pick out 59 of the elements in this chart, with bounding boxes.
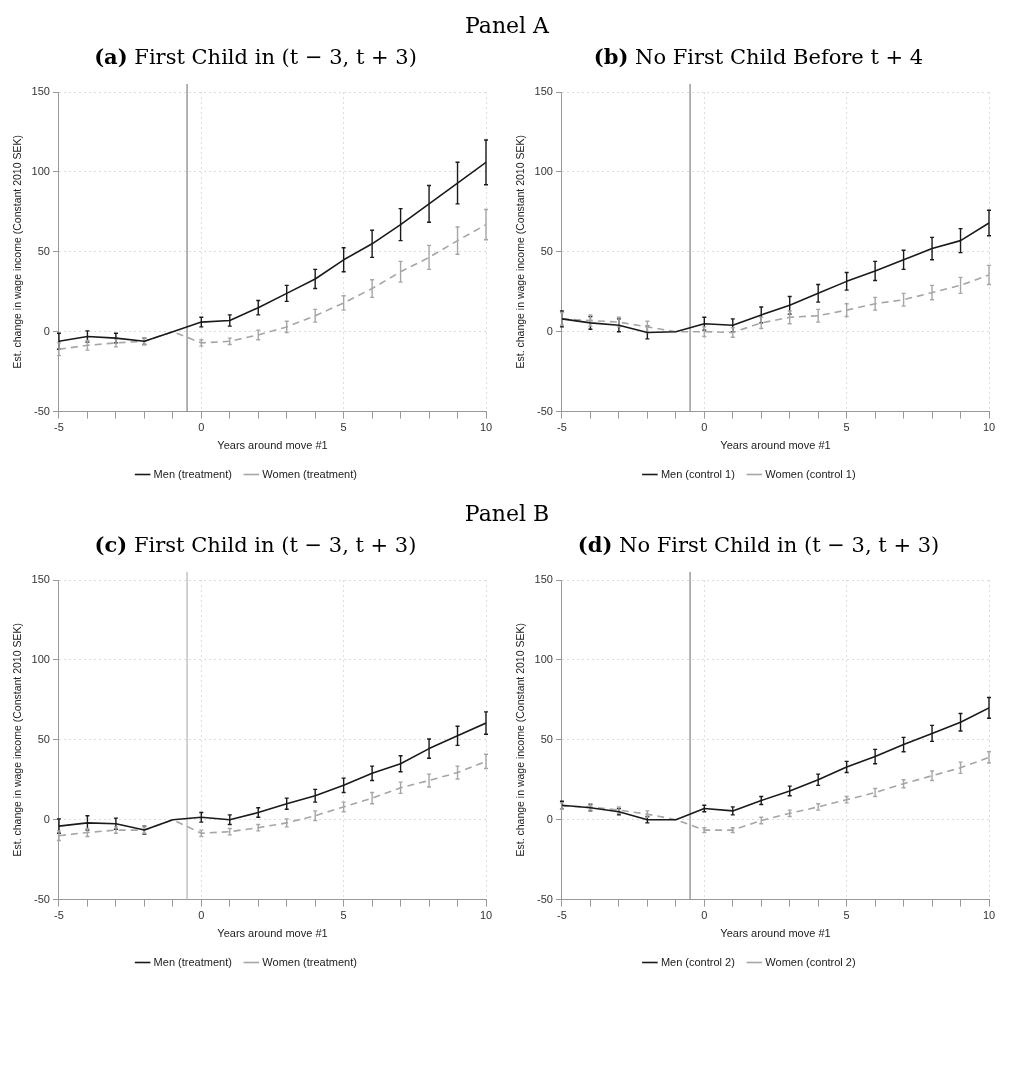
x-axis-title: Years around move #1 (720, 439, 831, 452)
x-axis-title: Years around move #1 (217, 439, 328, 452)
x-tick-label: 5 (843, 421, 850, 434)
chart-title: (b) No First Child Before t + 4 (592, 44, 925, 71)
y-tick-label: 150 (31, 573, 50, 586)
y-tick-label: -50 (34, 404, 50, 417)
x-tick-label: 10 (982, 909, 996, 922)
y-tick-label: 100 (31, 164, 50, 177)
y-tick-label: 100 (534, 164, 553, 177)
y-axis-title: Est. change in wage income (Constant 2010 SEK) (11, 623, 24, 857)
x-tick-label: 0 (198, 421, 205, 434)
x-tick-label: 10 (479, 909, 493, 922)
x-tick-label: -5 (54, 909, 64, 922)
chart-title: (d) No First Child in (t − 3, t + 3) (576, 532, 941, 559)
x-tick-label: -5 (557, 421, 567, 434)
text: Panel A (463, 12, 550, 40)
y-axis-title: Est. change in wage income (Constant 2010 SEK) (514, 135, 527, 369)
legend-label: Men (control 1) (660, 467, 735, 480)
text: Panel B (463, 500, 551, 528)
y-axis-title: Est. change in wage income (Constant 2010 SEK) (514, 623, 527, 857)
x-tick-label: -5 (557, 909, 567, 922)
x-tick-label: -5 (54, 421, 64, 434)
x-tick-label: 0 (701, 909, 708, 922)
y-tick-label: 50 (37, 244, 50, 257)
line-series (58, 760, 486, 838)
y-tick-label: 0 (43, 812, 50, 825)
y-tick-label: 50 (37, 732, 50, 745)
x-axis-title: Years around move #1 (720, 927, 831, 940)
x-tick-label: 5 (340, 909, 347, 922)
x-tick-label: 10 (479, 421, 493, 434)
x-axis-title: Years around move #1 (217, 927, 328, 940)
chart-title: (c) First Child in (t − 3, t + 3) (93, 532, 418, 559)
y-tick-label: -50 (537, 404, 553, 417)
x-tick-label: 5 (843, 909, 850, 922)
x-tick-label: 0 (198, 909, 205, 922)
y-tick-label: -50 (34, 892, 50, 905)
x-tick-label: 0 (701, 421, 708, 434)
y-tick-label: 0 (546, 812, 553, 825)
legend-label: Women (treatment) (262, 955, 357, 968)
legend-label: Men (treatment) (153, 467, 232, 480)
y-tick-label: 100 (31, 652, 50, 665)
y-tick-label: 150 (534, 573, 553, 586)
legend-label: Women (control 1) (765, 467, 856, 480)
chart-title: (a) First Child in (t − 3, t + 3) (93, 44, 418, 71)
y-tick-label: 50 (540, 244, 553, 257)
y-axis-title: Est. change in wage income (Constant 2010 SEK) (11, 135, 24, 369)
y-tick-label: 100 (534, 652, 553, 665)
y-tick-label: -50 (537, 892, 553, 905)
y-tick-label: 150 (534, 85, 553, 98)
legend-label: Men (treatment) (153, 955, 232, 968)
y-tick-label: 0 (546, 324, 553, 337)
legend-label: Men (control 2) (660, 955, 735, 968)
legend-label: Women (control 2) (765, 955, 856, 968)
legend-label: Women (treatment) (262, 467, 357, 480)
y-tick-label: 0 (43, 324, 50, 337)
x-tick-label: 10 (982, 421, 996, 434)
y-tick-label: 50 (540, 732, 553, 745)
y-tick-label: 150 (31, 85, 50, 98)
x-tick-label: 5 (340, 421, 347, 434)
